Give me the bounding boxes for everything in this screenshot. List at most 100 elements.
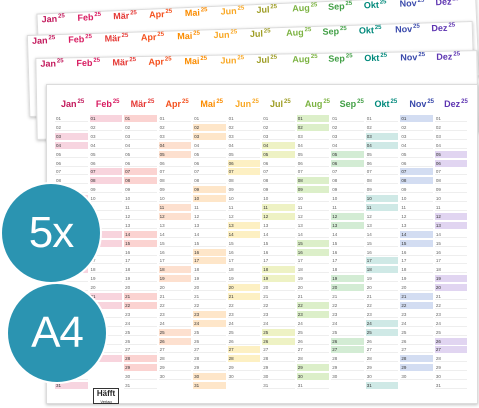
day-cell[interactable]: 31 (55, 382, 88, 389)
day-cell[interactable]: 20 (262, 284, 295, 292)
day-cell[interactable]: 18 (124, 266, 157, 274)
day-cell[interactable]: 16 (400, 249, 433, 256)
day-cell[interactable]: 28 (400, 355, 433, 363)
day-cell[interactable]: 08 (55, 177, 88, 185)
day-cell[interactable]: 14 (331, 231, 364, 238)
day-cell[interactable]: 30 (124, 373, 157, 381)
day-cell[interactable]: 09 (89, 186, 123, 194)
day-cell[interactable]: 22 (434, 302, 468, 309)
day-cell[interactable]: 09 (400, 186, 433, 194)
day-cell[interactable]: 27 (296, 346, 330, 354)
day-cell[interactable]: 01 (296, 115, 330, 122)
day-cell[interactable]: 23 (296, 310, 330, 318)
day-cell[interactable]: 25 (331, 329, 364, 336)
day-cell[interactable]: 02 (400, 124, 433, 131)
day-cell[interactable]: 10 (262, 195, 295, 203)
day-cell[interactable]: 26 (365, 338, 399, 345)
day-cell[interactable]: 11 (262, 204, 295, 211)
day-cell[interactable]: 28 (296, 355, 330, 363)
day-cell[interactable]: 07 (434, 168, 468, 176)
day-cell[interactable]: 05 (227, 151, 261, 158)
day-cell[interactable]: 16 (331, 249, 364, 256)
day-cell[interactable]: 03 (158, 133, 192, 140)
day-cell[interactable]: 05 (296, 151, 330, 158)
day-cell[interactable]: 05 (89, 151, 123, 158)
day-cell[interactable]: 08 (296, 177, 330, 185)
day-cell[interactable]: 18 (331, 266, 364, 274)
day-cell[interactable]: 03 (89, 133, 123, 140)
day-cell[interactable]: 28 (124, 355, 157, 363)
day-cell[interactable]: 01 (55, 115, 88, 122)
day-cell[interactable]: 08 (124, 177, 157, 185)
day-cell[interactable]: 24 (124, 320, 157, 327)
day-cell[interactable]: 07 (158, 168, 192, 176)
day-cell[interactable]: 12 (434, 212, 468, 220)
day-cell[interactable]: 11 (124, 204, 157, 211)
day-cell[interactable]: 07 (400, 168, 433, 176)
day-cell[interactable]: 24 (193, 319, 226, 327)
day-cell[interactable]: 04 (262, 141, 295, 149)
day-cell[interactable]: 07 (193, 168, 226, 176)
day-cell[interactable]: 02 (158, 124, 192, 131)
day-cell[interactable]: 02 (296, 123, 330, 131)
day-cell[interactable]: 10 (227, 195, 261, 203)
day-cell[interactable]: 25 (296, 329, 330, 336)
day-cell[interactable]: 28 (365, 355, 399, 363)
day-cell[interactable]: 30 (158, 373, 192, 381)
day-cell[interactable]: 03 (227, 133, 261, 140)
day-cell[interactable]: 01 (193, 115, 226, 122)
day-cell[interactable]: 02 (193, 123, 226, 131)
day-cell[interactable]: 15 (434, 240, 468, 247)
day-cell[interactable]: 11 (158, 204, 192, 211)
day-cell[interactable]: 20 (227, 284, 261, 292)
day-cell[interactable]: 27 (400, 346, 433, 354)
day-cell[interactable]: 01 (434, 115, 468, 122)
day-cell[interactable]: 23 (193, 310, 226, 318)
day-cell[interactable]: 14 (227, 230, 261, 238)
day-cell[interactable]: 12 (227, 213, 261, 220)
day-cell[interactable]: 16 (193, 248, 226, 256)
day-cell[interactable]: 31 (193, 382, 226, 389)
day-cell[interactable]: 13 (331, 221, 364, 229)
day-cell[interactable]: 05 (331, 150, 364, 158)
day-cell[interactable]: 03 (434, 133, 468, 140)
day-cell[interactable]: 05 (55, 151, 88, 158)
day-cell[interactable]: 31 (434, 382, 468, 389)
day-cell[interactable]: 30 (365, 373, 399, 381)
day-cell[interactable]: 12 (262, 212, 295, 220)
day-cell[interactable]: 09 (296, 186, 330, 194)
day-cell[interactable]: 04 (227, 142, 261, 149)
day-cell[interactable]: 15 (331, 240, 364, 247)
day-cell[interactable]: 05 (365, 151, 399, 158)
day-cell[interactable]: 06 (365, 160, 399, 167)
day-cell[interactable]: 17 (124, 257, 157, 265)
day-cell[interactable]: 13 (400, 222, 433, 229)
day-cell[interactable]: 02 (89, 124, 123, 131)
day-cell[interactable]: 09 (331, 186, 364, 194)
day-cell[interactable]: 27 (365, 346, 399, 354)
day-cell[interactable]: 07 (227, 168, 261, 176)
day-cell[interactable]: 20 (434, 284, 468, 292)
day-cell[interactable]: 24 (158, 320, 192, 327)
day-cell[interactable]: 19 (400, 275, 433, 283)
day-cell[interactable]: 18 (296, 266, 330, 274)
day-cell[interactable]: 15 (158, 240, 192, 247)
day-cell[interactable]: 26 (400, 338, 433, 345)
day-cell[interactable]: 29 (400, 364, 433, 372)
day-cell[interactable]: 14 (365, 231, 399, 238)
day-cell[interactable]: 30 (400, 373, 433, 381)
day-cell[interactable]: 20 (296, 284, 330, 292)
day-cell[interactable]: 18 (193, 266, 226, 274)
day-cell[interactable]: 25 (400, 329, 433, 336)
day-cell[interactable]: 08 (227, 177, 261, 185)
day-cell[interactable]: 24 (262, 320, 295, 327)
day-cell[interactable]: 26 (434, 337, 468, 345)
day-cell[interactable]: 17 (434, 257, 468, 265)
day-cell[interactable]: 07 (55, 168, 88, 176)
day-cell[interactable]: 26 (124, 338, 157, 345)
day-cell[interactable]: 26 (296, 338, 330, 345)
day-cell[interactable]: 03 (400, 133, 433, 140)
day-cell[interactable]: 14 (124, 230, 157, 238)
day-cell[interactable]: 12 (365, 213, 399, 220)
day-cell[interactable]: 18 (89, 266, 123, 274)
